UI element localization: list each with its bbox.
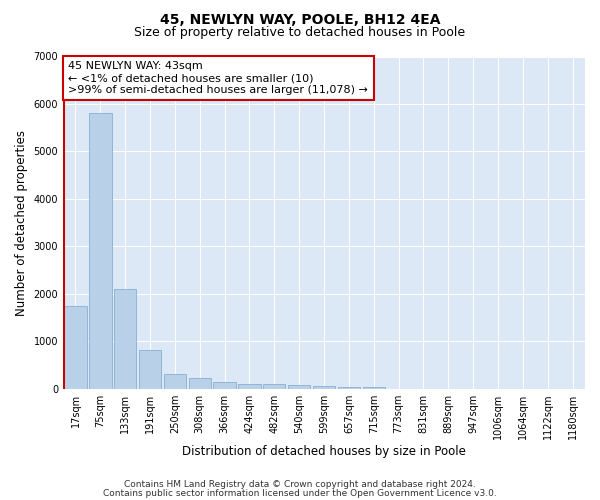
Text: 45 NEWLYN WAY: 43sqm
← <1% of detached houses are smaller (10)
>99% of semi-deta: 45 NEWLYN WAY: 43sqm ← <1% of detached h… bbox=[68, 62, 368, 94]
Bar bbox=[89, 114, 112, 388]
Bar bbox=[188, 378, 211, 388]
Bar bbox=[313, 386, 335, 388]
Bar bbox=[238, 384, 260, 388]
Bar bbox=[338, 387, 360, 388]
Bar bbox=[263, 384, 286, 388]
Bar bbox=[214, 382, 236, 388]
Y-axis label: Number of detached properties: Number of detached properties bbox=[15, 130, 28, 316]
Bar bbox=[114, 289, 136, 388]
Text: Contains public sector information licensed under the Open Government Licence v3: Contains public sector information licen… bbox=[103, 489, 497, 498]
Bar bbox=[164, 374, 186, 388]
Bar bbox=[288, 386, 310, 388]
Text: Contains HM Land Registry data © Crown copyright and database right 2024.: Contains HM Land Registry data © Crown c… bbox=[124, 480, 476, 489]
Bar bbox=[64, 306, 86, 388]
X-axis label: Distribution of detached houses by size in Poole: Distribution of detached houses by size … bbox=[182, 444, 466, 458]
Text: 45, NEWLYN WAY, POOLE, BH12 4EA: 45, NEWLYN WAY, POOLE, BH12 4EA bbox=[160, 12, 440, 26]
Text: Size of property relative to detached houses in Poole: Size of property relative to detached ho… bbox=[134, 26, 466, 39]
Bar bbox=[139, 350, 161, 389]
